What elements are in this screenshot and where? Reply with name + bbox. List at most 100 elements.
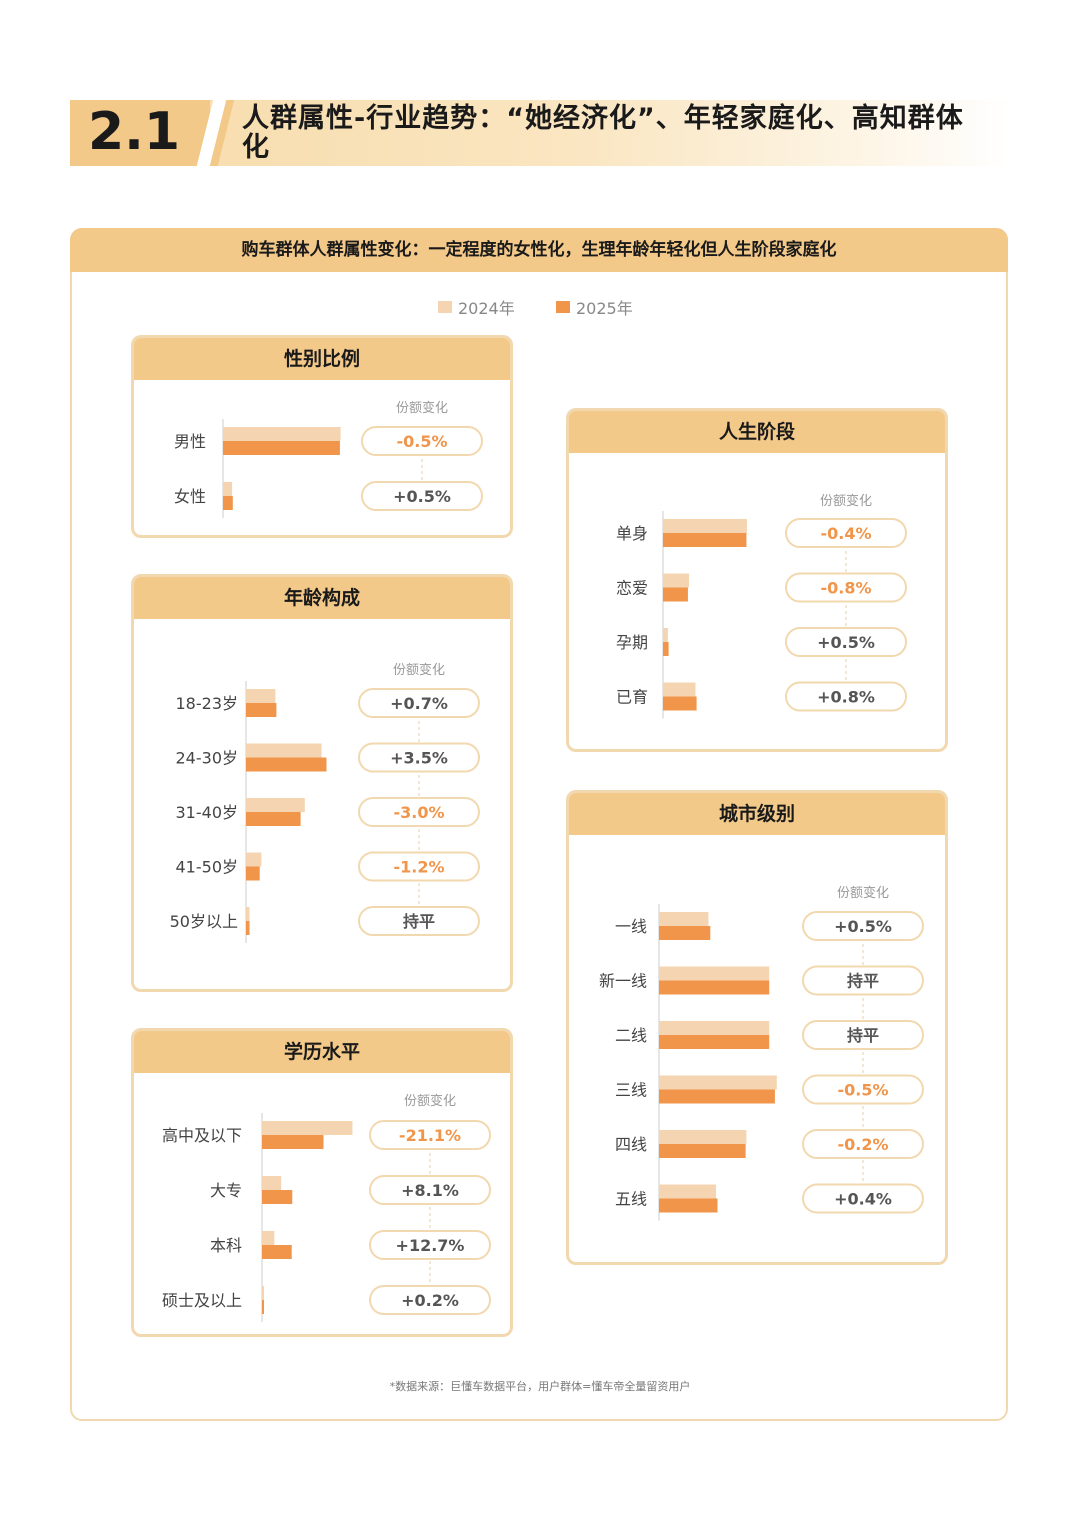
bar-2024 [246,743,322,758]
bar-2024 [663,573,690,588]
category-label: 高中及以下 [162,1126,242,1145]
change-pill [369,1230,491,1260]
bar-2025 [663,587,688,602]
category-label: 本科 [210,1236,242,1255]
change-pill [802,1020,924,1050]
panel-title: 人生阶段 [569,411,945,453]
bar-2025 [223,496,233,510]
category-label: 41-50岁 [176,858,239,877]
change-value: +0.4% [834,1190,892,1209]
bar-2024 [223,427,341,441]
change-pill [802,1129,924,1159]
bar-2025 [262,1135,324,1149]
category-label: 24-30岁 [176,749,239,768]
bar-2025 [246,921,250,935]
change-header: 份额变化 [396,400,448,416]
bar-2025 [663,696,697,711]
section-title: 人群属性-行业趋势：“她经济化”、年轻家庭化、高知群体化 [242,103,964,163]
change-value: -3.0% [393,803,444,822]
legend-swatch-2025 [556,301,570,313]
change-pill [358,906,480,936]
change-value: +8.1% [401,1181,459,1200]
change-pill [358,851,480,882]
change-pill [785,627,907,657]
category-label: 31-40岁 [176,803,239,822]
life-stage-panel: 人生阶段 份额变化 单身 -0.4% 恋爱 -0.8% 孕期 +0.5% 已育 +0.8% [566,408,948,752]
city-tier-panel: 城市级别 份额变化 一线 +0.5% 新一线 持平 二线 持平 三线 -0.5% 四线 -0.2% 五… [566,790,948,1265]
change-value: -0.4% [820,524,871,543]
change-value: 持平 [847,972,879,991]
category-label: 50岁以上 [170,912,238,931]
change-pill [369,1120,491,1150]
change-value: -0.5% [396,432,447,451]
change-header: 份额变化 [404,1093,456,1109]
bar-2024 [246,852,262,867]
footnote: *数据来源：巨懂车数据平台，用户群体=懂车帝全量留资用户 [389,1380,691,1393]
age-chart: 份额变化 18-23岁 +0.7% 24-30岁 +3.5% 31-40岁 -3.0% 41-… [170,662,480,943]
bar-2025 [246,757,327,772]
change-pill [802,1183,924,1214]
section-number-background [70,100,210,166]
bar-2024 [659,1130,747,1144]
legend-item-2025: 2025年 [556,295,633,319]
change-pill [369,1285,491,1315]
bar-2025 [659,980,770,995]
chart-subtitle: 购车群体人群属性变化：一定程度的女性化，生理年龄年轻化但人生阶段家庭化 [70,228,1008,272]
change-value: +0.5% [817,633,875,652]
education-panel: 学历水平 份额变化 高中及以下 -21.1% 大专 +8.1% 本科 +12.7% 硕士及以上… [131,1028,513,1337]
legend-label-2024: 2024年 [458,299,515,318]
category-label: 新一线 [599,972,647,991]
category-label: 恋爱 [616,579,648,598]
legend-swatch-2024 [438,301,452,313]
bar-2025 [659,926,711,940]
bar-2024 [246,798,305,812]
category-label: 男性 [174,432,206,451]
change-value: -1.2% [393,858,444,877]
category-label: 女性 [174,487,206,506]
change-pill [785,681,907,712]
bar-2025 [663,533,747,547]
change-pill [361,481,483,511]
category-label: 大专 [210,1181,242,1200]
bar-2025 [262,1190,293,1204]
bar-2024 [663,519,747,533]
change-header: 份额变化 [820,493,872,509]
change-value: +3.5% [390,749,448,768]
panel-title: 年龄构成 [134,577,510,619]
change-pill [802,911,924,941]
category-label: 单身 [616,524,648,543]
change-pill [369,1175,491,1205]
bar-2025 [659,1144,746,1158]
category-label: 五线 [615,1190,647,1209]
change-header: 份额变化 [393,662,445,678]
change-pill [361,426,483,456]
bar-2025 [659,1089,775,1104]
change-header: 份额变化 [837,885,889,901]
bar-2024 [659,1075,777,1090]
category-label: 三线 [615,1081,647,1100]
bar-2024 [262,1121,353,1135]
legend-item-2024: 2024年 [438,295,515,319]
change-value: +0.2% [401,1291,459,1310]
change-value: +12.7% [396,1236,465,1255]
change-value: -0.5% [837,1081,888,1100]
change-value: +0.5% [393,487,451,506]
change-value: +0.7% [390,694,448,713]
change-pill [802,965,924,996]
change-value: -0.2% [837,1135,888,1154]
legend-label-2025: 2025年 [576,299,633,318]
bar-2024 [663,628,668,642]
category-label: 已育 [616,688,648,707]
bar-2024 [262,1176,282,1190]
change-value: +0.5% [834,917,892,936]
bar-2024 [262,1286,264,1300]
age-panel: 年龄构成 份额变化 18-23岁 +0.7% 24-30岁 +3.5% 31-40岁 -3.… [131,574,513,992]
change-pill [802,1074,924,1105]
bar-2024 [659,1184,716,1199]
bar-2025 [246,812,301,826]
bar-2024 [246,907,250,921]
bar-2024 [659,966,770,981]
